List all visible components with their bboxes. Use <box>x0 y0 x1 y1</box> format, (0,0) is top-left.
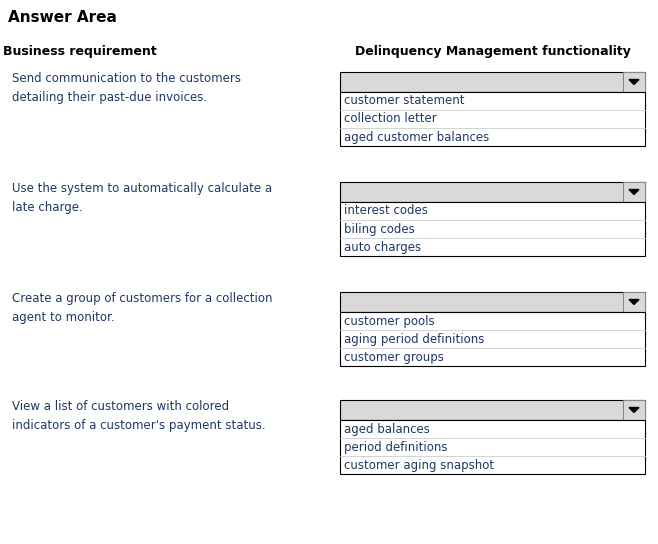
FancyBboxPatch shape <box>340 312 645 366</box>
Text: interest codes: interest codes <box>344 205 428 218</box>
Text: biling codes: biling codes <box>344 222 415 236</box>
Text: Delinquency Management functionality: Delinquency Management functionality <box>355 45 630 58</box>
FancyBboxPatch shape <box>340 72 645 92</box>
Polygon shape <box>629 300 639 305</box>
Text: customer groups: customer groups <box>344 350 444 363</box>
FancyBboxPatch shape <box>340 420 645 474</box>
FancyBboxPatch shape <box>623 400 645 420</box>
Polygon shape <box>629 79 639 84</box>
FancyBboxPatch shape <box>623 72 645 92</box>
FancyBboxPatch shape <box>340 400 645 420</box>
FancyBboxPatch shape <box>340 202 645 256</box>
FancyBboxPatch shape <box>340 182 645 202</box>
Text: View a list of customers with colored
indicators of a customer's payment status.: View a list of customers with colored in… <box>12 400 266 432</box>
Text: Use the system to automatically calculate a
late charge.: Use the system to automatically calculat… <box>12 182 272 214</box>
FancyBboxPatch shape <box>623 292 645 312</box>
Text: Create a group of customers for a collection
agent to monitor.: Create a group of customers for a collec… <box>12 292 272 324</box>
FancyBboxPatch shape <box>623 182 645 202</box>
Text: Send communication to the customers
detailing their past-due invoices.: Send communication to the customers deta… <box>12 72 241 104</box>
Text: aged balances: aged balances <box>344 423 430 436</box>
FancyBboxPatch shape <box>340 92 645 146</box>
FancyBboxPatch shape <box>340 292 645 312</box>
Text: aging period definitions: aging period definitions <box>344 332 484 345</box>
Polygon shape <box>629 189 639 195</box>
Text: Answer Area: Answer Area <box>8 10 117 25</box>
Text: customer pools: customer pools <box>344 314 435 327</box>
Text: aged customer balances: aged customer balances <box>344 131 490 144</box>
Text: customer statement: customer statement <box>344 95 465 108</box>
Text: Business requirement: Business requirement <box>3 45 157 58</box>
Text: collection letter: collection letter <box>344 113 437 126</box>
Polygon shape <box>629 407 639 412</box>
Text: customer aging snapshot: customer aging snapshot <box>344 459 494 472</box>
Text: period definitions: period definitions <box>344 441 447 454</box>
Text: auto charges: auto charges <box>344 240 421 254</box>
